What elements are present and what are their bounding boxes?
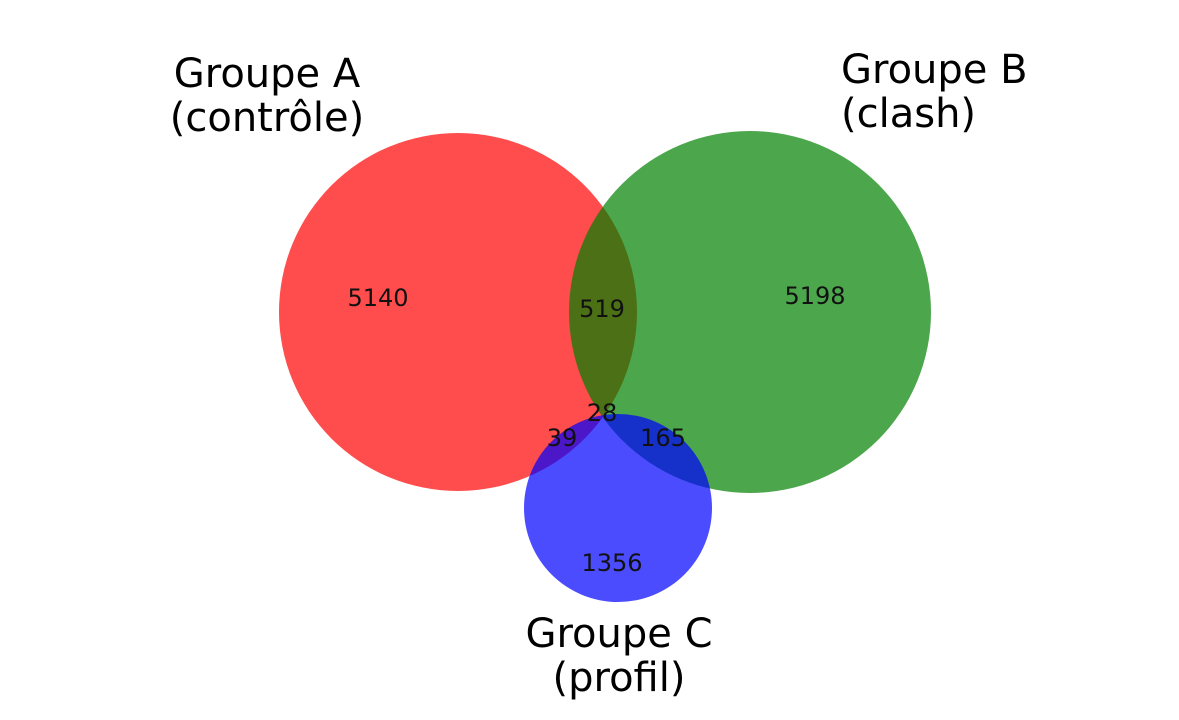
circle-groupe-a	[279, 133, 637, 491]
count-ac: 39	[547, 424, 578, 452]
label-groupe-c: Groupe C (profil)	[519, 612, 719, 700]
label-groupe-b: Groupe B (clash)	[841, 48, 1028, 136]
label-groupe-a: Groupe A (contrôle)	[167, 52, 367, 140]
label-groupe-b-line2: (clash)	[841, 91, 977, 137]
label-groupe-a-line2: (contrôle)	[169, 95, 365, 141]
count-c-only: 1356	[581, 549, 642, 577]
label-groupe-a-line1: Groupe A	[173, 51, 361, 97]
count-ab: 519	[579, 295, 625, 323]
set-circles	[279, 131, 931, 602]
label-groupe-c-line2: (profil)	[552, 655, 686, 701]
count-b-only: 5198	[784, 282, 845, 310]
count-abc: 28	[587, 399, 618, 427]
circle-groupe-b	[569, 131, 931, 493]
label-groupe-b-line1: Groupe B	[841, 47, 1028, 93]
circle-groupe-c	[524, 414, 712, 602]
label-groupe-c-line1: Groupe C	[525, 611, 713, 657]
count-a-only: 5140	[347, 284, 408, 312]
count-bc: 165	[640, 424, 686, 452]
